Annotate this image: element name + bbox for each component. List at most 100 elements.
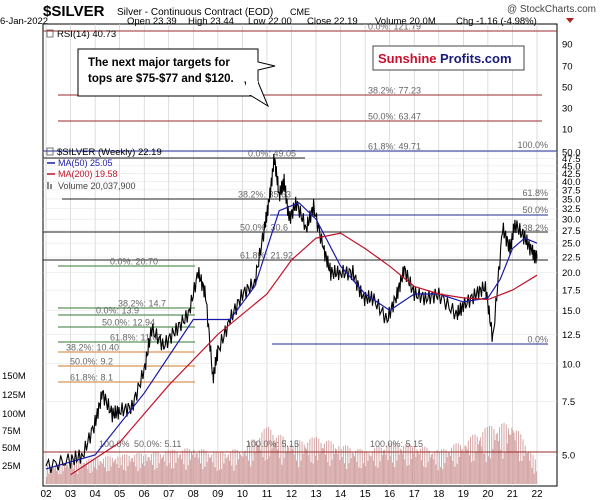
- volume-bar: [427, 461, 429, 484]
- x-tick-label: 04: [90, 489, 102, 500]
- volume-bar: [500, 449, 502, 484]
- volume-bar: [507, 428, 509, 484]
- volume-bar: [306, 449, 308, 484]
- volume-bar: [201, 449, 203, 484]
- volume-bar: [339, 460, 341, 484]
- volume-bar: [449, 455, 451, 484]
- volume-bar: [405, 443, 407, 484]
- volume-bar: [97, 458, 99, 484]
- x-tick-label: 07: [163, 489, 175, 500]
- volume-bar: [251, 439, 253, 484]
- volume-bar: [213, 452, 215, 484]
- ma50-line: [45, 201, 538, 470]
- y-tick-label: 45.0: [562, 161, 581, 172]
- volume-bar: [512, 430, 514, 484]
- volume-bar: [389, 456, 391, 484]
- volume-bar: [314, 455, 316, 484]
- volume-bar: [218, 469, 220, 484]
- volume-bar: [125, 470, 127, 484]
- volume-bar: [249, 441, 251, 484]
- volume-bar: [299, 440, 301, 484]
- volume-bar: [136, 453, 138, 484]
- volume-bar: [239, 452, 241, 484]
- volume-bar: [335, 448, 337, 484]
- volume-bar: [358, 467, 360, 484]
- rsi-toggle-icon: [46, 29, 54, 38]
- volume-bar: [505, 424, 507, 484]
- volume-bar: [145, 454, 147, 484]
- price-line: [45, 153, 538, 474]
- annotation-box: [77, 48, 276, 97]
- fib-orange-618-label: 61.8%: 8.1: [70, 373, 113, 383]
- volume-bar: [462, 448, 464, 484]
- volume-bar: [203, 449, 205, 484]
- y-tick-label: 47.5: [562, 154, 581, 165]
- low-value: Low 22.00: [248, 16, 292, 27]
- volume-bar: [509, 434, 511, 484]
- volume-bar: [419, 448, 421, 484]
- y-tick-label: 12.5: [562, 330, 581, 341]
- volume-bar: [348, 463, 350, 484]
- volume-bar: [486, 426, 488, 484]
- volume-bar: [485, 462, 487, 484]
- volume-bar: [490, 458, 492, 484]
- volume-bar: [252, 460, 254, 484]
- volume-bar: [159, 454, 161, 484]
- fib-r0-right-label: 0.0%: [527, 335, 548, 345]
- volume-bar: [439, 467, 441, 484]
- volume-bar: [406, 465, 408, 484]
- fibonacci-lines: 0.0%: 121.79 38.2%: 77.23 50.0%: 63.47 61.8…: [43, 22, 557, 453]
- volume-bar: [390, 443, 392, 484]
- volume-bar: [528, 451, 530, 484]
- volume-bar: [506, 443, 508, 484]
- annotation-pointer-mask: [246, 81, 258, 95]
- rsi-tick-label: 90: [562, 40, 573, 51]
- volume-bar: [367, 460, 369, 484]
- volume-bar: [106, 471, 108, 484]
- volume-bar: [208, 457, 210, 484]
- volume-bar: [198, 450, 200, 484]
- x-tick-label: 12: [286, 489, 298, 500]
- x-tick-label: 08: [188, 489, 200, 500]
- volume-bar: [374, 448, 376, 484]
- fib-green-0-label: 0.0%: 20.70: [110, 257, 158, 267]
- volume-bar: [420, 460, 422, 484]
- volume-bar: [149, 460, 151, 484]
- x-tick-label: 15: [360, 489, 372, 500]
- volume-bar: [377, 467, 379, 484]
- y-tick-label: 37.5: [562, 185, 581, 196]
- plot-frame: [42, 23, 558, 487]
- volume-bar: [391, 462, 393, 484]
- volume-bar: [352, 453, 354, 484]
- volume-bar: [521, 460, 523, 484]
- fib-peak-0-label: 0.0%: 49.05: [248, 149, 296, 159]
- volume-bar: [447, 452, 449, 484]
- volume-bar: [191, 451, 193, 484]
- volume-bar: [461, 450, 463, 484]
- legend-volume: Volume 20,037,900: [58, 181, 136, 191]
- volume-bar: [295, 460, 297, 484]
- volume-bar: [69, 462, 71, 484]
- y-tick-label: 17.5: [562, 286, 581, 297]
- volume-bar: [396, 460, 398, 484]
- volume-bar: [484, 428, 486, 484]
- volume-bar: [408, 464, 410, 484]
- volume-bar: [163, 454, 165, 484]
- volume-bar: [51, 466, 53, 484]
- volume-bar: [237, 459, 239, 484]
- volume-bar: [303, 444, 305, 484]
- volume-bar: [111, 457, 113, 484]
- volume-bar: [338, 446, 340, 484]
- x-tick-label: 09: [212, 489, 224, 500]
- volume-bar: [207, 453, 209, 484]
- vertical-grid: [45, 24, 538, 486]
- volume-tick-label: 125M: [2, 390, 26, 401]
- volume-bar: [349, 448, 351, 484]
- volume-bar: [54, 465, 56, 484]
- volume-bar: [138, 452, 140, 484]
- volume-bar: [520, 434, 522, 484]
- volume-bar: [211, 454, 213, 484]
- x-tick-label: 13: [310, 489, 322, 500]
- volume-bar: [316, 436, 318, 484]
